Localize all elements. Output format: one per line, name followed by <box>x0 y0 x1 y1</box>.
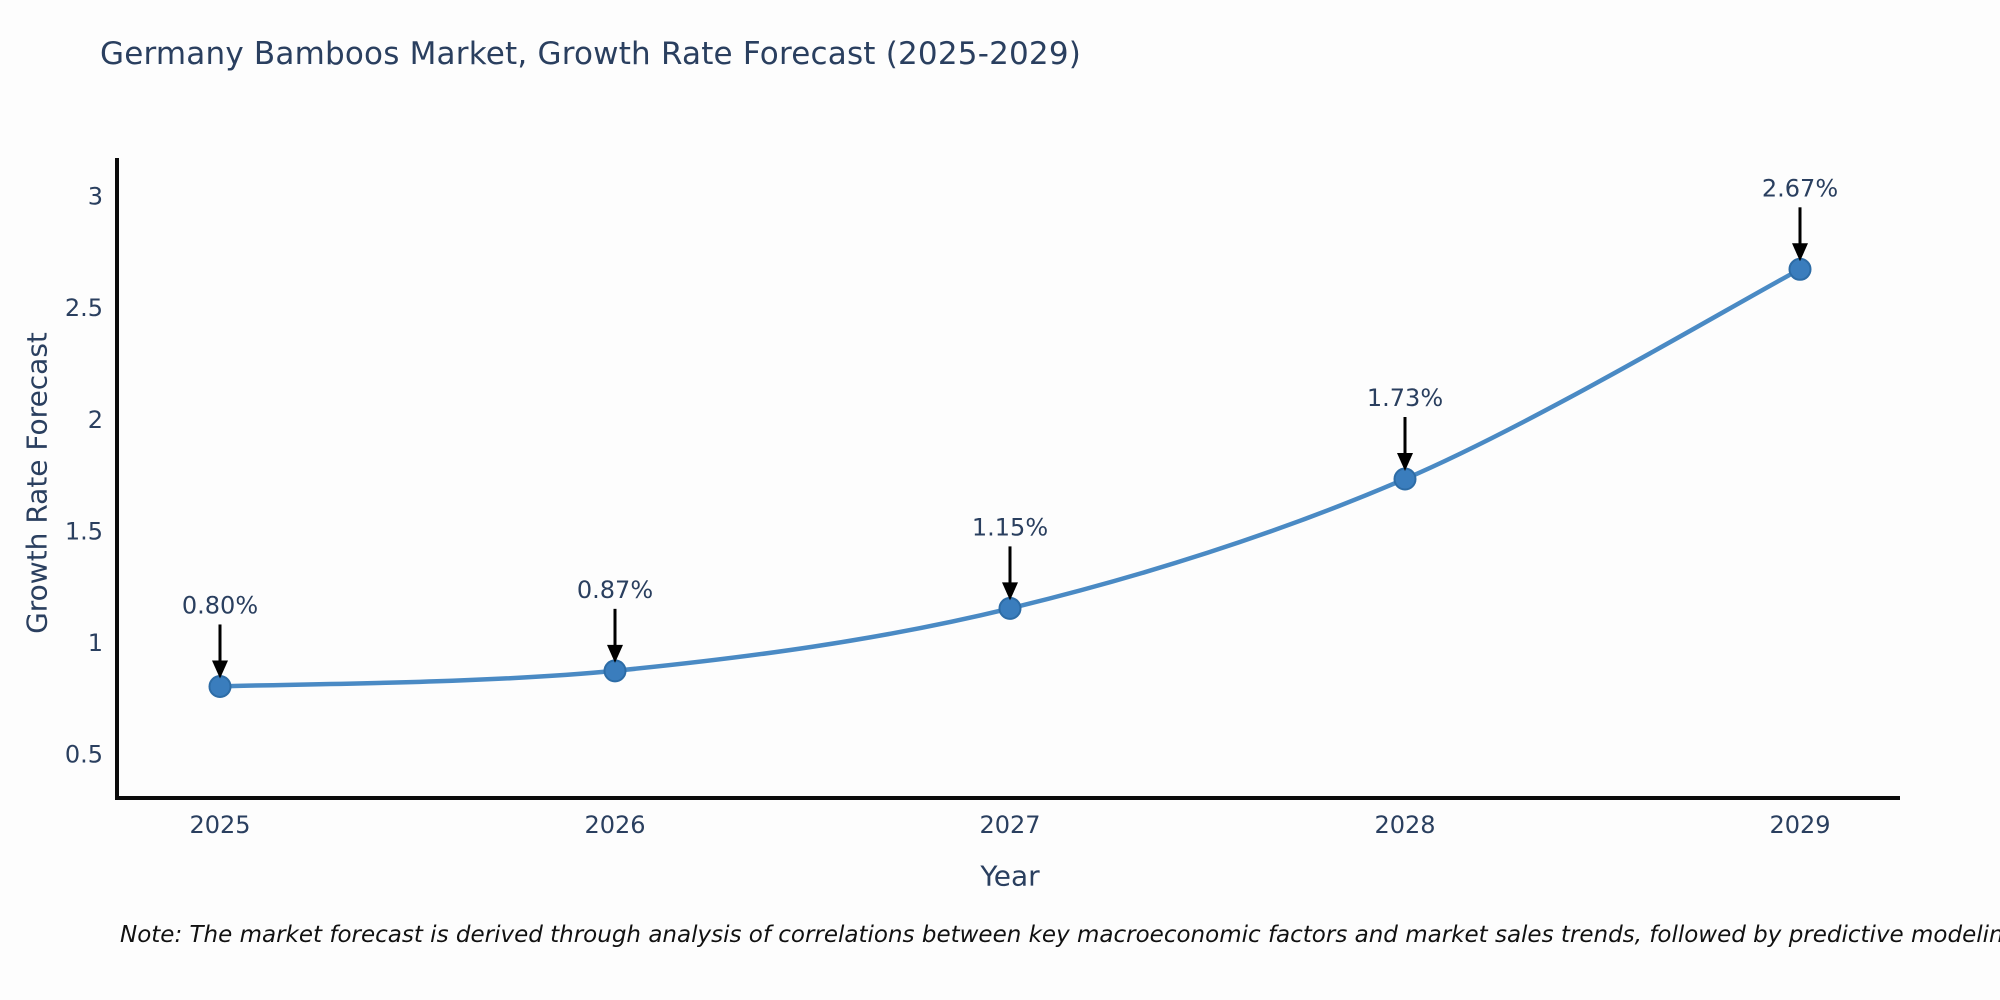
x-tick-label: 2029 <box>1769 811 1830 839</box>
data-point-marker[interactable] <box>998 596 1022 620</box>
point-annotation-label: 1.15% <box>972 513 1048 541</box>
data-point-marker[interactable] <box>208 674 232 698</box>
y-tick-label: 2 <box>88 406 103 434</box>
annotation-arrowhead-icon <box>1002 582 1018 601</box>
y-tick-label: 0.5 <box>65 740 103 768</box>
point-annotation-label: 0.80% <box>182 591 258 619</box>
footnote-text: Note: The market forecast is derived thr… <box>120 922 2000 948</box>
chart-title: Germany Bamboos Market, Growth Rate Fore… <box>100 36 1082 72</box>
annotation-arrowhead-icon <box>1397 453 1413 471</box>
y-tick-label: 1.5 <box>65 517 103 545</box>
x-axis-title: Year <box>980 859 1040 893</box>
series-line <box>217 267 1803 689</box>
data-point-marker[interactable] <box>1393 467 1417 491</box>
point-annotation-label: 1.73% <box>1367 384 1443 412</box>
annotation-arrowhead-icon <box>607 644 623 663</box>
annotation-arrowhead-icon <box>212 660 228 679</box>
point-annotation-label: 0.87% <box>577 576 653 604</box>
x-tick-label: 2026 <box>584 811 645 839</box>
data-point-marker[interactable] <box>1788 257 1812 281</box>
y-tick-label: 2.5 <box>65 294 103 322</box>
x-tick-label: 2025 <box>189 811 250 839</box>
x-tick-label: 2027 <box>979 811 1040 839</box>
annotation-arrowhead-icon <box>1792 243 1808 262</box>
x-tick-label: 2028 <box>1374 811 1435 839</box>
y-tick-label: 1 <box>88 629 103 657</box>
point-annotation-label: 2.67% <box>1762 174 1838 202</box>
data-point-marker[interactable] <box>603 659 627 683</box>
y-tick-label: 3 <box>88 183 103 211</box>
